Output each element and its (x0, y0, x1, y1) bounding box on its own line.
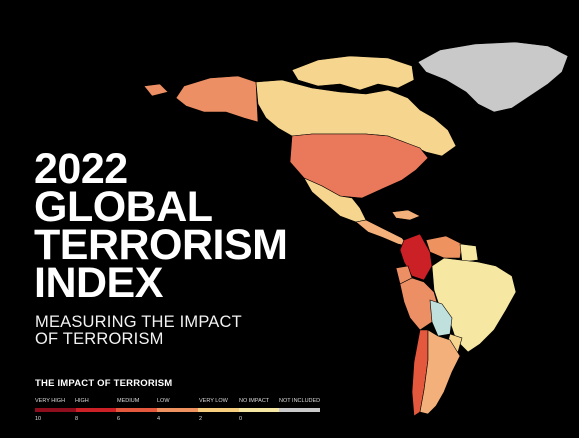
legend-scale-value: 6 (117, 416, 121, 422)
region-greenland (417, 41, 569, 113)
legend-label-low: LOW (157, 398, 170, 404)
legend-label-no-impact: NO IMPACT (239, 398, 270, 404)
legend-swatch (279, 408, 321, 412)
legend-label-very-high: VERY HIGH (35, 398, 66, 404)
legend-scale-value: 2 (199, 416, 203, 422)
legend-scale-value: 0 (239, 416, 243, 422)
title-line: 2022 (34, 145, 128, 193)
title-line: GLOBAL (34, 183, 213, 231)
legend-swatch (238, 408, 280, 412)
region-arctic-islands (291, 55, 415, 91)
legend-title: THE IMPACT OF TERRORISM (35, 378, 173, 389)
region-alaska (175, 75, 259, 123)
region-alaska-tip (143, 83, 169, 97)
region-caribbean (391, 209, 421, 221)
legend-label-not-included: NOT INCLUDED (279, 398, 321, 404)
legend-color-bar (35, 408, 321, 412)
subtitle-line: OF TERRORISM (35, 330, 164, 348)
title-line: TERRORISM (34, 221, 288, 269)
legend-labels: VERY HIGH HIGH MEDIUM LOW VERY LOW NO IM… (35, 398, 325, 406)
region-canada (255, 79, 457, 157)
report-subtitle: MEASURING THE IMPACT OF TERRORISM (35, 314, 242, 348)
report-title: 2022 GLOBAL TERRORISM INDEX (34, 145, 288, 307)
legend-scale-value: 8 (75, 416, 79, 422)
legend-scale-value: 10 (35, 416, 42, 422)
legend-swatch (197, 408, 239, 412)
region-guianas (459, 243, 479, 263)
legend-scale: 10 8 6 4 2 0 (35, 416, 325, 424)
legend-swatch (116, 408, 158, 412)
legend-label-very-low: VERY LOW (199, 398, 228, 404)
legend-swatch (35, 408, 76, 412)
region-argentina (419, 329, 461, 415)
legend-scale-value: 4 (157, 416, 161, 422)
legend-label-high: HIGH (75, 398, 89, 404)
subtitle-line: MEASURING THE IMPACT (35, 313, 242, 331)
legend-swatch (75, 408, 117, 412)
title-line: INDEX (34, 259, 163, 307)
legend-swatch (157, 408, 198, 412)
legend-label-medium: MEDIUM (117, 398, 140, 404)
